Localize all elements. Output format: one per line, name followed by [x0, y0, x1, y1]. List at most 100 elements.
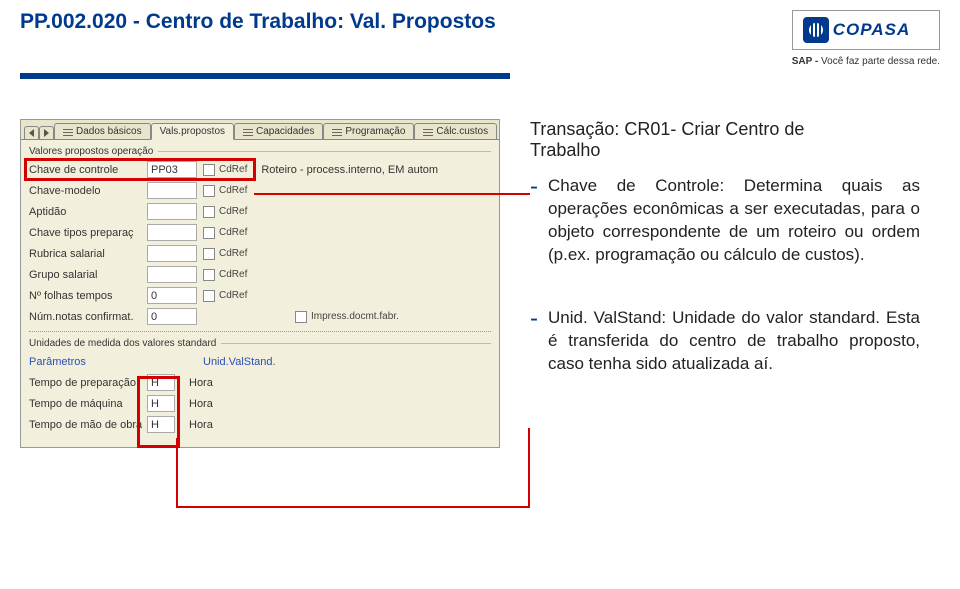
input-tempo-mao-obra[interactable]: H — [147, 416, 175, 433]
label-nfolhas: Nº folhas tempos — [29, 290, 147, 302]
tagline-prefix: SAP - — [792, 56, 819, 67]
checkbox-icon[interactable] — [203, 227, 215, 239]
cdref-chave-controle: CdRef — [203, 164, 247, 176]
group-unidades: Unidades de medida dos valores standard — [21, 336, 499, 351]
input-tempo-maquina[interactable]: H — [147, 395, 175, 412]
input-chave-controle[interactable]: PP03 — [147, 161, 197, 178]
row-nfolhas: Nº folhas tempos 0 CdRef — [21, 285, 499, 306]
checkbox-icon[interactable] — [203, 164, 215, 176]
sap-panel: Dados básicos Vals.propostos Capacidades… — [20, 119, 500, 448]
row-chave-modelo: Chave-modelo CdRef — [21, 180, 499, 201]
group-title: Unidades de medida dos valores standard — [29, 338, 216, 349]
tab-icon — [423, 128, 433, 136]
tab-label: Capacidades — [256, 126, 314, 137]
row-chave-tipos: Chave tipos preparaç CdRef — [21, 222, 499, 243]
input-nfolhas[interactable]: 0 — [147, 287, 197, 304]
heading-line1: Transação: CR01- Criar Centro de — [530, 119, 804, 139]
input-chave-modelo[interactable] — [147, 182, 197, 199]
logo-text: COPASA — [833, 20, 910, 40]
panel-body: Valores propostos operação Chave de cont… — [21, 140, 499, 447]
logo-badge-icon — [803, 17, 829, 43]
heading-line2: Trabalho — [530, 140, 920, 161]
tagline-text: Você faz parte dessa rede. — [821, 56, 940, 67]
label-tempo-mao-obra: Tempo de mão de obra — [29, 419, 147, 431]
row-numnotas: Núm.notas confirmat. 0 Impress.docmt.fab… — [21, 306, 499, 327]
chevron-right-icon — [44, 129, 49, 137]
tab-icon — [332, 128, 342, 136]
cdref-label: CdRef — [219, 185, 247, 196]
tab-label: Vals.propostos — [160, 126, 225, 137]
tab-capacidades[interactable]: Capacidades — [234, 123, 323, 139]
logo-box: COPASA — [792, 10, 940, 50]
cdref-label: CdRef — [219, 227, 247, 238]
label-rubrica: Rubrica salarial — [29, 248, 147, 260]
row-grupo: Grupo salarial CdRef — [21, 264, 499, 285]
cdref-label: CdRef — [219, 290, 247, 301]
tabstrip: Dados básicos Vals.propostos Capacidades… — [21, 120, 499, 140]
label-chave-modelo: Chave-modelo — [29, 185, 147, 197]
cdref-nfolhas: CdRef — [203, 290, 247, 302]
chk-impress: Impress.docmt.fabr. — [295, 311, 399, 323]
cdref-chave-modelo: CdRef — [203, 185, 247, 197]
header-parametros: Parâmetros — [29, 356, 147, 368]
slide-title: PP.002.020 - Centro de Trabalho: Val. Pr… — [20, 10, 496, 34]
explanation-column: Transação: CR01- Criar Centro de Trabalh… — [530, 119, 920, 376]
tab-label: Programação — [345, 126, 405, 137]
cdref-label: CdRef — [219, 206, 247, 217]
desc-tempo-preparacao: Hora — [189, 377, 213, 389]
callout-line-2b — [176, 506, 530, 508]
tab-icon — [243, 128, 253, 136]
logo-block: COPASA SAP - Você faz parte dessa rede. — [792, 10, 940, 67]
callout-line-1 — [254, 193, 530, 195]
bullet-unid-valstand: Unid. ValStand: Unidade do valor standar… — [530, 307, 920, 376]
desc-chave-controle: Roteiro - process.interno, EM autom — [261, 164, 438, 176]
row-aptidao: Aptidão CdRef — [21, 201, 499, 222]
input-aptidao[interactable] — [147, 203, 197, 220]
input-chave-tipos[interactable] — [147, 224, 197, 241]
callout-line-2a — [176, 438, 178, 508]
checkbox-icon[interactable] — [203, 248, 215, 260]
row-headers: Parâmetros Unid.ValStand. — [21, 351, 499, 372]
row-tempo-mao-obra: Tempo de mão de obra H Hora — [21, 414, 499, 435]
cdref-grupo: CdRef — [203, 269, 247, 281]
transaction-heading: Transação: CR01- Criar Centro de Trabalh… — [530, 119, 920, 161]
label-grupo: Grupo salarial — [29, 269, 147, 281]
label-aptidao: Aptidão — [29, 206, 147, 218]
checkbox-icon[interactable] — [203, 185, 215, 197]
group-valores-propostos: Valores propostos operação — [21, 144, 499, 159]
input-grupo[interactable] — [147, 266, 197, 283]
checkbox-icon[interactable] — [203, 290, 215, 302]
cdref-rubrica: CdRef — [203, 248, 247, 260]
label-impress: Impress.docmt.fabr. — [311, 311, 399, 322]
header-unidvalstand: Unid.ValStand. — [203, 356, 276, 368]
tab-nav-right[interactable] — [39, 126, 54, 139]
checkbox-icon[interactable] — [203, 206, 215, 218]
input-rubrica[interactable] — [147, 245, 197, 262]
desc-tempo-maquina: Hora — [189, 398, 213, 410]
row-chave-controle: Chave de controle PP03 CdRef Roteiro - p… — [21, 159, 499, 180]
label-chave-tipos: Chave tipos preparaç — [29, 227, 147, 239]
divider — [29, 331, 491, 332]
tab-calc-custos[interactable]: Cálc.custos — [414, 123, 497, 139]
input-numnotas[interactable]: 0 — [147, 308, 197, 325]
chevron-left-icon — [29, 129, 34, 137]
input-tempo-preparacao[interactable]: H — [147, 374, 175, 391]
tab-dados-basicos[interactable]: Dados básicos — [54, 123, 151, 139]
cdref-label: CdRef — [219, 269, 247, 280]
tab-programacao[interactable]: Programação — [323, 123, 414, 139]
tab-nav-left[interactable] — [24, 126, 39, 139]
cdref-label: CdRef — [219, 248, 247, 259]
group-title: Valores propostos operação — [29, 146, 153, 157]
label-chave-controle: Chave de controle — [29, 164, 147, 176]
tab-icon — [63, 128, 73, 136]
cdref-aptidao: CdRef — [203, 206, 247, 218]
cdref-chave-tipos: CdRef — [203, 227, 247, 239]
checkbox-icon[interactable] — [295, 311, 307, 323]
label-tempo-maquina: Tempo de máquina — [29, 398, 147, 410]
tagline: SAP - Você faz parte dessa rede. — [792, 56, 940, 67]
cdref-label: CdRef — [219, 164, 247, 175]
checkbox-icon[interactable] — [203, 269, 215, 281]
tab-label: Dados básicos — [76, 126, 142, 137]
bullet-chave-controle: Chave de Controle: Determina quais as op… — [530, 175, 920, 267]
tab-vals-propostos[interactable]: Vals.propostos — [151, 123, 234, 140]
